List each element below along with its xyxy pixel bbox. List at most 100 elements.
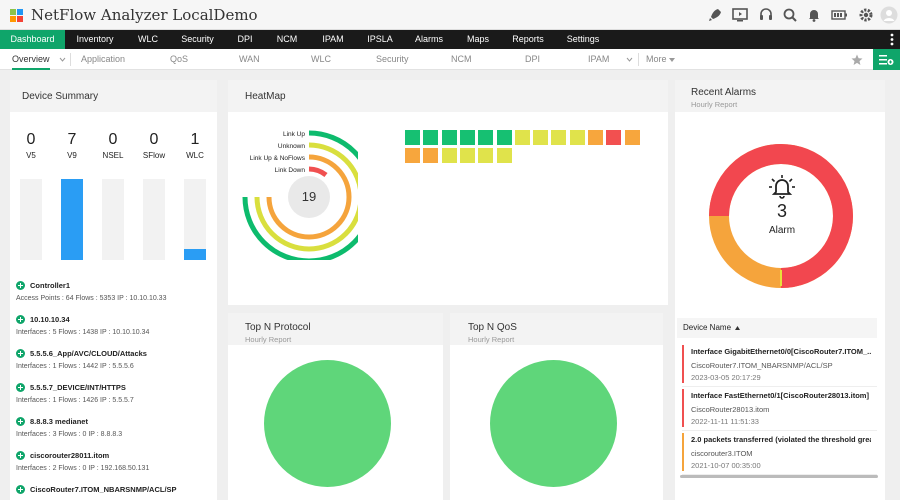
heatmap-cell[interactable]: [513, 129, 531, 146]
donut-segment-critical[interactable]: [780, 144, 853, 288]
expand-plus-icon[interactable]: [16, 417, 25, 426]
heatmap-cell[interactable]: [568, 129, 586, 146]
headset-icon[interactable]: [757, 6, 775, 24]
heatmap-cell[interactable]: [477, 147, 495, 164]
alarm-row[interactable]: 2.0 packets transferred (violated the th…: [682, 431, 877, 475]
expand-plus-icon[interactable]: [16, 315, 25, 324]
heatmap-cell[interactable]: [587, 129, 604, 146]
nav-ncm[interactable]: NCM: [276, 34, 298, 44]
subtab-more[interactable]: More: [646, 54, 667, 64]
v5-count[interactable]: 0: [26, 131, 36, 148]
subtab-security[interactable]: Security: [376, 54, 409, 64]
sflow-count[interactable]: 0: [149, 131, 159, 148]
nav-dpi[interactable]: DPI: [237, 34, 253, 44]
ring-unknown[interactable]: [254, 142, 358, 252]
device-name[interactable]: 10.10.10.34: [30, 315, 70, 324]
device-name[interactable]: CiscoRouter7.ITOM_NBARSNMP/ACL/SP: [30, 485, 177, 494]
nav-inventory[interactable]: Inventory: [76, 34, 114, 44]
monitor-icon[interactable]: [731, 6, 749, 24]
expand-plus-icon[interactable]: [16, 451, 25, 460]
nav-ipsla[interactable]: IPSLA: [367, 34, 393, 44]
device-name[interactable]: ciscorouter28011.itom: [30, 451, 110, 460]
severity-stripe: [682, 433, 684, 471]
v9-label: V9: [67, 151, 77, 160]
heatmap-cell[interactable]: [404, 147, 421, 164]
heatmap-cell[interactable]: [495, 129, 513, 146]
protocol-pie-chart[interactable]: [264, 360, 391, 487]
heatmap-cell[interactable]: [404, 129, 421, 146]
card-title: HeatMap: [245, 91, 286, 102]
heatmap-cell[interactable]: [623, 129, 641, 146]
subtab-application[interactable]: Application: [81, 54, 126, 64]
heatmap-cell[interactable]: [605, 129, 623, 146]
subtab-wlc[interactable]: WLC: [311, 54, 331, 64]
heatmap-cell[interactable]: [422, 147, 440, 164]
bell-icon[interactable]: [805, 6, 823, 24]
device-name[interactable]: 8.8.8.3 medianet: [30, 417, 88, 426]
ring-link-down[interactable]: [308, 166, 328, 178]
alarm-title[interactable]: Interface GigabitEthernet0/0[CiscoRouter…: [691, 347, 871, 356]
subtab-dpi[interactable]: DPI: [525, 54, 541, 64]
ring-link-up[interactable]: [242, 130, 358, 260]
subtab-overview[interactable]: Overview: [12, 49, 50, 70]
nav-alarms[interactable]: Alarms: [414, 34, 443, 44]
expand-plus-icon[interactable]: [16, 485, 25, 494]
search-icon[interactable]: [781, 6, 799, 24]
user-icon[interactable]: [880, 6, 898, 24]
device-name[interactable]: Controller1: [30, 281, 71, 290]
alarm-donut-chart[interactable]: [705, 140, 857, 292]
nav-reports[interactable]: Reports: [512, 34, 544, 44]
heatmap-cell[interactable]: [440, 129, 458, 146]
alarm-row[interactable]: Interface FastEthernet0/1[CiscoRouter280…: [682, 387, 877, 431]
heatmap-cell[interactable]: [550, 129, 568, 146]
more-options-icon[interactable]: [888, 32, 896, 47]
heatmap-cell[interactable]: [458, 147, 476, 164]
heatmap-cell[interactable]: [458, 129, 476, 146]
title-bar: NetFlow Analyzer LocalDemo: [0, 0, 900, 30]
subtab-ipam[interactable]: IPAM: [588, 54, 610, 64]
heatmap-cell[interactable]: [495, 147, 513, 164]
heatmap-cell[interactable]: [440, 147, 458, 164]
chevron-down-icon[interactable]: [626, 57, 633, 62]
sflow-bar: [143, 179, 165, 260]
device-name[interactable]: 5.5.5.7_DEVICE/INT/HTTPS: [30, 383, 126, 392]
nav-settings[interactable]: Settings: [566, 34, 600, 44]
rocket-icon[interactable]: [706, 6, 724, 24]
nav-security[interactable]: Security: [181, 34, 214, 44]
alarm-row[interactable]: Interface GigabitEthernet0/0[CiscoRouter…: [682, 343, 877, 387]
v9-count[interactable]: 7: [67, 131, 77, 148]
subtab-qos[interactable]: QoS: [170, 54, 189, 64]
chevron-down-icon[interactable]: [59, 57, 66, 62]
alarm-title[interactable]: 2.0 packets transferred (violated the th…: [691, 435, 871, 444]
widget-list-icon: [879, 55, 894, 65]
alarm-title[interactable]: Interface FastEthernet0/1[CiscoRouter280…: [691, 391, 871, 400]
subtab-wan[interactable]: WAN: [239, 54, 260, 64]
gear-icon[interactable]: [857, 6, 875, 24]
donut-segment-critical-2[interactable]: [709, 144, 782, 217]
subtab-ncm[interactable]: NCM: [451, 54, 472, 64]
expand-plus-icon[interactable]: [16, 383, 25, 392]
battery-icon[interactable]: [830, 6, 848, 24]
horizontal-scrollbar[interactable]: [680, 475, 878, 478]
caret-down-icon[interactable]: [669, 58, 675, 62]
expand-plus-icon[interactable]: [16, 281, 25, 290]
wlc-label: WLC: [186, 151, 204, 160]
sort-ascending-icon[interactable]: [735, 326, 740, 330]
heatmap-cell[interactable]: [532, 129, 550, 146]
expand-plus-icon[interactable]: [16, 349, 25, 358]
ring-link-up-noflows[interactable]: [266, 154, 352, 240]
heatmap-cell[interactable]: [477, 129, 495, 146]
device-name-column-header[interactable]: Device Name: [683, 323, 732, 332]
widget-list-button[interactable]: [873, 49, 900, 70]
nav-dashboard[interactable]: Dashboard: [0, 30, 65, 49]
star-icon[interactable]: [851, 54, 863, 66]
nav-wlc[interactable]: WLC: [138, 34, 158, 44]
nav-maps[interactable]: Maps: [466, 34, 489, 44]
nav-ipam[interactable]: IPAM: [322, 34, 344, 44]
qos-pie-chart[interactable]: [490, 360, 617, 487]
heatmap-radial-chart[interactable]: [238, 125, 358, 260]
wlc-count[interactable]: 1: [190, 131, 200, 148]
nsel-count[interactable]: 0: [108, 131, 118, 148]
heatmap-cell[interactable]: [422, 129, 440, 146]
device-name[interactable]: 5.5.5.6_App/AVC/CLOUD/Attacks: [30, 349, 147, 358]
